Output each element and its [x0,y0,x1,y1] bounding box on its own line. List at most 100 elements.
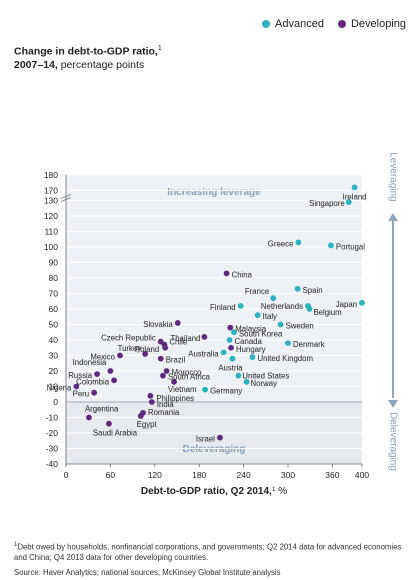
y-tick-label: 0 [53,397,58,407]
y-axis-title-unit: percentage points [57,58,145,71]
point-label-singapore: Singapore [309,199,345,208]
point-poland [162,344,169,351]
legend-marker-advanced [262,20,271,28]
point-singapore [345,199,352,205]
deleveraging-arrowhead [388,400,398,408]
y-tick-label: 170 [44,186,58,196]
point-label-brazil: Brazil [166,356,186,365]
y-tick-label: 40 [49,335,59,345]
point-label-germany: Germany [210,387,242,396]
scatter-chart: Increasing leverage Deleveraging -40 -30 -2… [44,152,399,497]
point-label-spain: Spain [303,286,323,295]
point-hungary [228,344,234,351]
point-label-egypt: Egypt [137,420,158,429]
footnote-text: Debt owed by households, nonfinancial co… [14,542,402,562]
y-tick-label: 90 [49,258,59,268]
x-tick-label: 300 [281,470,295,480]
leveraging-arrowhead [388,213,398,221]
point-label-vietnam: Vietnam [168,385,196,394]
point-label-australia: Australia [188,349,219,358]
point-label-turkey: Turkey [118,344,142,353]
legend-label-advanced: Advanced [275,18,324,30]
point-label-greece: Greece [268,239,294,248]
y-axis-title: Change in debt-to-GDP ratio,1 2007–14, p… [14,42,274,72]
point-colombia [111,377,117,384]
x-tick-label: 360 [325,470,339,480]
point-australia [220,349,227,356]
point-label-canada: Canada [235,337,263,346]
point-thailand [201,334,208,340]
point-malaysia [227,324,234,331]
y-tick-label: 20 [49,366,59,376]
point-label-nigeria: Nigeria [47,384,72,393]
point-label-portugal: Portugal [336,242,365,251]
point-label-japan: Japan [336,300,357,309]
y-tick-label: 70 [49,289,59,299]
point-turkey [142,351,149,357]
y-axis-title-period: 2007–14, [14,58,58,71]
point-label-mexico: Mexico [90,353,115,362]
point-slovakia [174,320,181,326]
point-label-malaysia: Malaysia [235,325,266,334]
point-india [148,399,155,405]
point-china [223,270,230,277]
point-egypt [137,413,144,419]
point-label-sweden: Sweden [286,322,314,331]
y-tick-label: 60 [49,304,59,314]
x-tick-label: 120 [148,470,162,480]
point-label-united-kingdom: United Kingdom [257,354,312,363]
point-canada [226,337,233,343]
point-norway [243,378,250,385]
right-label-deleveraging: Deleveraging [387,412,398,471]
point-label-china: China [232,270,253,279]
legend-marker-developing [337,20,346,28]
point-label-netherlands: Netherlands [261,302,303,311]
x-axis-title: Debt-to-GDP ratio, Q2 2014,1 % [141,486,287,497]
y-tick-label: 120 [44,211,58,221]
point-label-france: France [245,287,269,296]
footnote-sup: 1 [14,542,18,548]
legend: Advanced Developing [262,18,406,30]
y-tick-label: 130 [44,196,58,206]
footnote: 1Debt owed by households, nonfinancial c… [14,540,410,563]
top-band-label: Increasing leverage [167,187,261,198]
axis-break-mark [60,194,72,202]
point-label-belgium: Belgium [313,308,341,317]
right-label-leveraging: Leveraging [387,152,398,201]
point-label-morocco: Morocco [172,368,203,377]
point-israel [217,434,223,441]
legend-item-developing: Developing [337,18,406,30]
point-label-thailand: Thailand [170,334,200,343]
point-label-peru: Peru [73,390,89,399]
point-ireland [351,184,358,191]
point-label-hungary: Hungary [236,345,266,354]
x-tick-label: 180 [192,470,206,480]
y-tick-label: 50 [49,320,59,330]
point-italy [254,312,261,319]
point-label-poland: Poland [135,345,159,354]
x-tick-label: 60 [106,470,116,480]
point-label-israel: Israel [196,435,215,444]
legend-label-developing: Developing [350,18,406,30]
point-label-india: India [157,400,175,409]
x-tick-label: 0 [64,470,69,480]
y-axis-title-main: Change in debt-to-GDP ratio, [14,45,158,58]
point-label-denmark: Denmark [293,340,325,349]
point-denmark [285,340,291,346]
point-label-indonesia: Indonesia [73,358,107,367]
legend-item-advanced: Advanced [262,18,324,30]
y-tick-label: -40 [46,459,59,469]
point-indonesia [107,368,114,374]
point-label-colombia: Colombia [76,377,110,386]
y-tick-label: 80 [49,273,59,283]
point-spain [294,285,301,292]
point-argentina [86,414,92,421]
point-philippines [147,392,154,399]
point-south-africa [160,372,166,379]
point-label-argentina: Argentina [85,405,119,414]
y-tick-label: 100 [44,242,58,252]
y-tick-label: 30 [49,351,59,361]
point-label-russia: Russia [68,371,92,380]
point-united-states [235,372,242,379]
point-label-czech-republic: Czech Republic [101,334,156,343]
